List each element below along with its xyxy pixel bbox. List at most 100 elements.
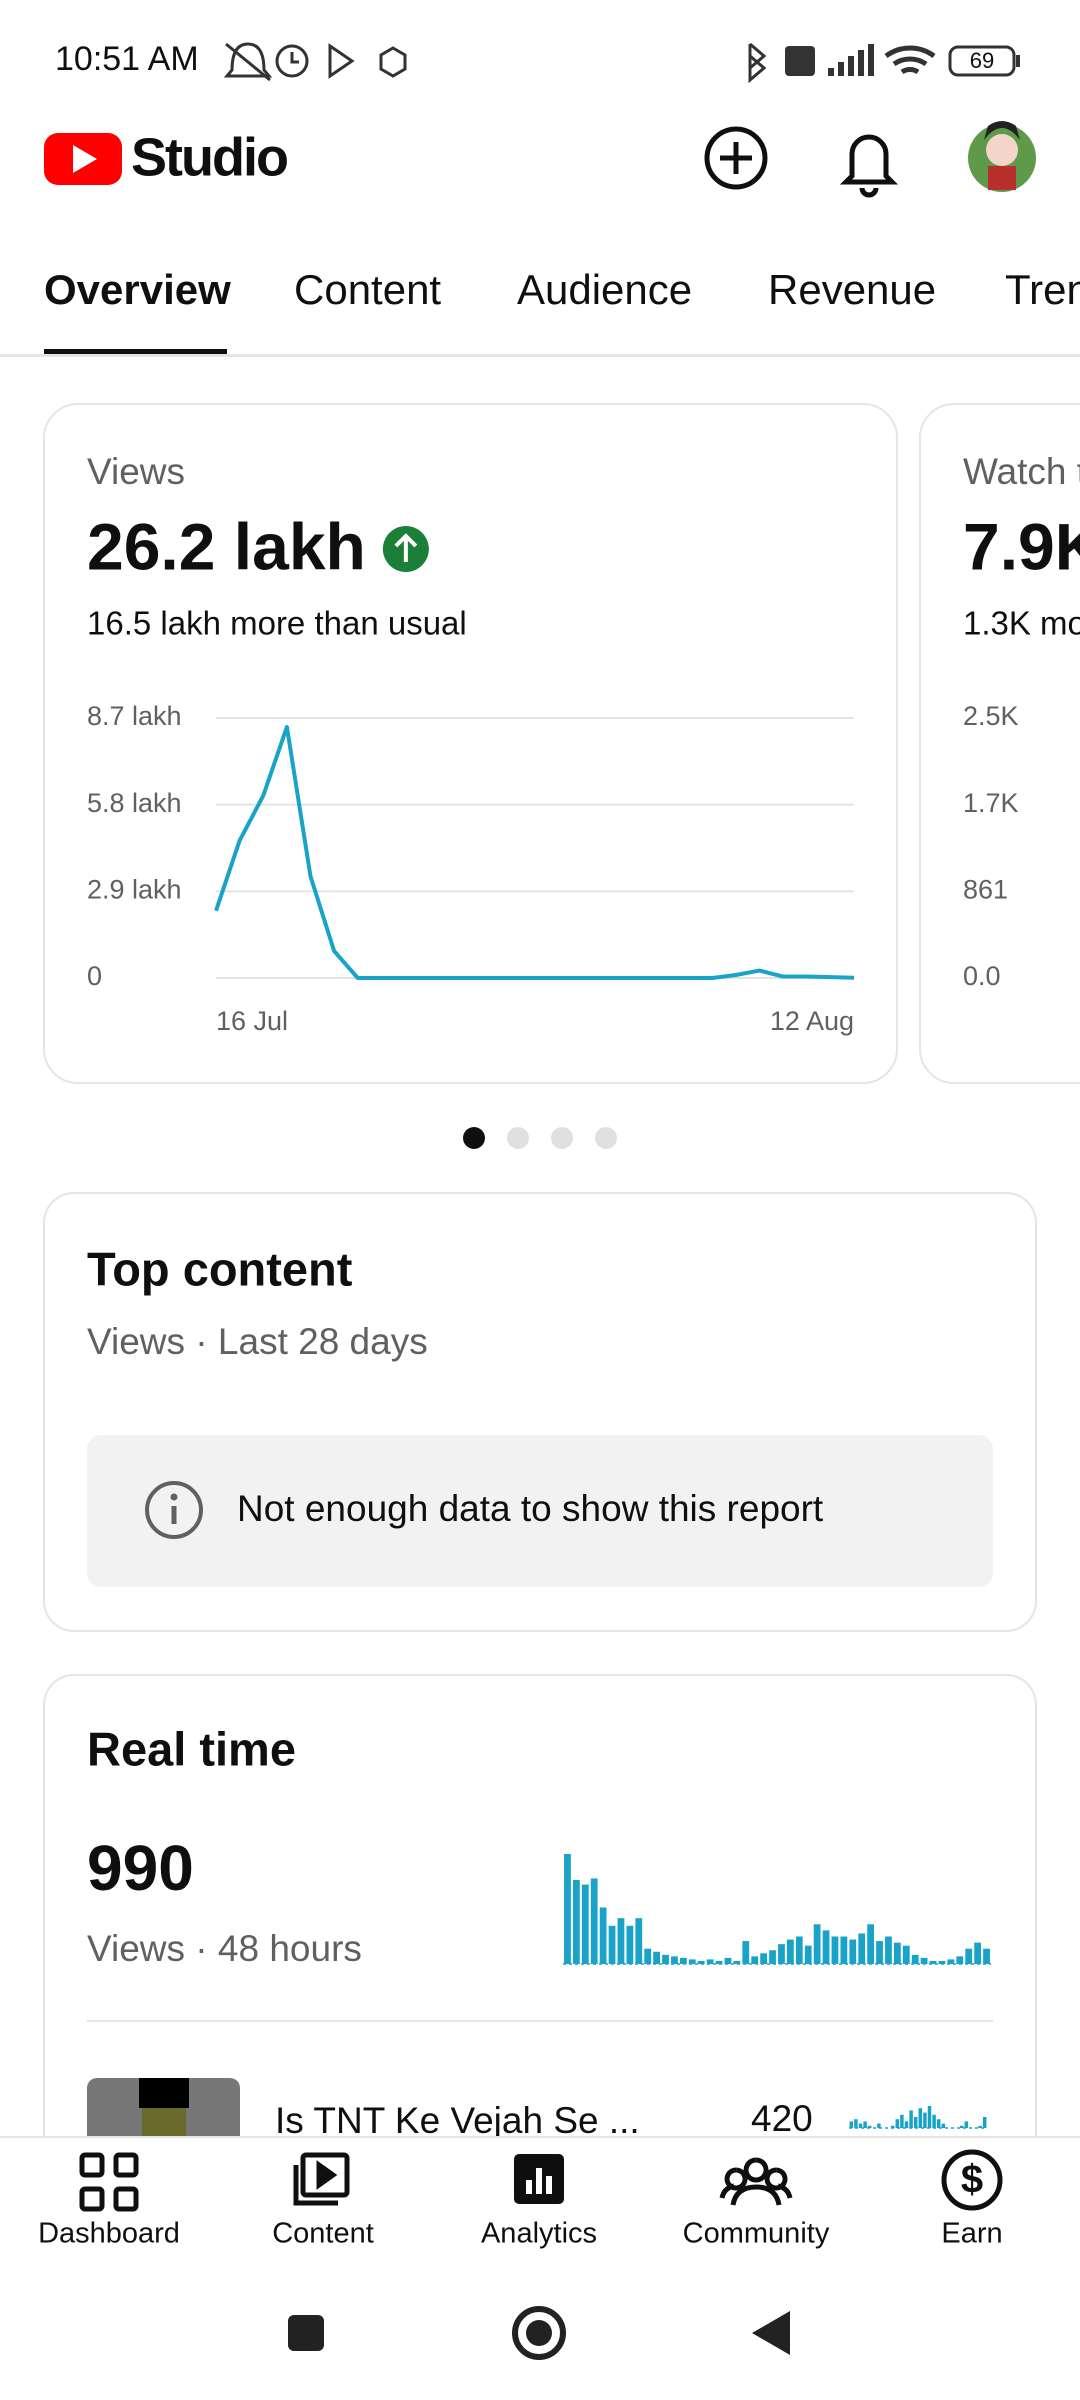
metric-card[interactable]: Views 26.2 lakh 16.5 lakh more than usual 0… — [43, 403, 898, 1084]
volte-icon — [785, 46, 815, 76]
y-tick-label: 2.5K — [963, 701, 1019, 731]
bar — [635, 1918, 643, 1964]
video-views: 420 — [751, 2098, 813, 2139]
battery-level: 69 — [970, 48, 994, 73]
metric-cards: Views 26.2 lakh 16.5 lakh more than usual 0… — [43, 403, 1080, 1084]
video-title[interactable]: Is TNT Ke Vejah Se ... — [275, 2100, 640, 2141]
logo-play — [73, 145, 97, 173]
y-tick-label: 861 — [963, 874, 1008, 904]
bar — [900, 2114, 904, 2128]
content-icon[interactable] — [293, 2152, 350, 2206]
bar — [769, 1950, 776, 1964]
bar — [877, 2123, 881, 2128]
bar — [795, 1936, 803, 1964]
bar — [804, 1945, 812, 1964]
bar — [895, 2119, 900, 2128]
bar — [913, 2117, 918, 2128]
notifications-button[interactable] — [839, 134, 899, 198]
bar — [974, 1942, 982, 1964]
create-plus[interactable] — [720, 142, 752, 174]
page-dots — [463, 1127, 617, 1149]
home-dot — [526, 2320, 552, 2346]
card-background — [43, 403, 898, 1084]
bar — [751, 1956, 759, 1964]
home-button[interactable] — [512, 2306, 566, 2360]
analytics-bars — [526, 2168, 552, 2194]
bar — [978, 2125, 982, 2128]
card-subtitle: Views · 48 hours — [87, 1928, 362, 1969]
bar — [608, 1925, 616, 1964]
wifi-icon — [884, 45, 936, 75]
bar — [840, 1936, 848, 1964]
bar — [867, 1924, 875, 1964]
tab-divider — [0, 354, 1080, 357]
bar — [724, 1957, 732, 1964]
bar — [653, 1951, 661, 1964]
metric-value: 7.9K — [963, 509, 1080, 583]
page-dot[interactable] — [551, 1127, 573, 1149]
bar — [760, 1953, 768, 1964]
bar — [893, 1942, 901, 1964]
thumbnail-redaction — [139, 2078, 189, 2108]
real-time-chart — [563, 1854, 991, 1965]
y-tick-label: 0.0 — [963, 961, 1001, 991]
bar — [617, 1918, 625, 1964]
back-button[interactable] — [752, 2311, 790, 2355]
bar — [909, 2110, 913, 2128]
bar — [688, 1959, 696, 1964]
bar — [742, 1941, 750, 1964]
tab[interactable]: Audience — [517, 266, 692, 313]
create-icon[interactable] — [704, 126, 768, 190]
bar — [885, 1936, 892, 1964]
real-time-value: 990 — [87, 1832, 194, 1904]
bar — [715, 1960, 723, 1964]
bar — [965, 1948, 973, 1964]
tab[interactable]: Trends — [1005, 266, 1080, 313]
tab-indicator — [44, 349, 227, 355]
earn-icon[interactable] — [941, 2149, 1003, 2211]
bar — [923, 2112, 927, 2128]
page-dot[interactable] — [595, 1127, 617, 1149]
nav-label[interactable]: Analytics — [481, 2218, 597, 2250]
tab[interactable]: Revenue — [768, 266, 936, 313]
bar — [572, 1879, 580, 1964]
bar — [854, 2119, 858, 2128]
bar — [911, 1954, 919, 1964]
bar — [982, 2117, 987, 2128]
bar — [956, 1956, 964, 1964]
tab[interactable]: Content — [294, 266, 441, 313]
nav-label[interactable]: Content — [272, 2218, 374, 2250]
bar — [822, 1930, 830, 1964]
bar — [858, 2123, 863, 2128]
bar — [938, 1960, 946, 1964]
battery-icon — [948, 45, 1016, 77]
bar — [941, 2123, 946, 2128]
y-tick-label: 1.7K — [963, 788, 1019, 818]
page-dot[interactable] — [507, 1127, 529, 1149]
metric-label: Watch time (hours) — [963, 451, 1080, 492]
metric-comparison: 1.3K more than usual — [963, 605, 1080, 642]
divider — [87, 2020, 993, 2022]
tab[interactable]: Overview — [44, 266, 231, 313]
dashboard-icon[interactable] — [79, 2152, 139, 2212]
recents-button[interactable] — [288, 2315, 324, 2351]
nav-label[interactable]: Dashboard — [38, 2218, 180, 2250]
community-icon[interactable] — [719, 2157, 793, 2206]
page-dot[interactable] — [463, 1127, 485, 1149]
avatar-body — [988, 166, 1016, 190]
bar — [831, 1936, 839, 1964]
nav-label[interactable]: Community — [683, 2218, 830, 2250]
bar — [590, 1878, 598, 1964]
line-series — [214, 724, 855, 980]
card-title: Real time — [87, 1722, 296, 1775]
metric-value: 26.2 lakh — [87, 509, 366, 583]
bar — [644, 1948, 652, 1964]
bar — [813, 1924, 821, 1964]
metric-label: Views — [87, 451, 185, 492]
metric-card[interactable]: Watch time (hours) 7.9K 1.3K more than usu… — [919, 403, 1080, 1084]
nav-label[interactable]: Earn — [941, 2218, 1002, 2250]
bar — [697, 1960, 705, 1964]
create-button[interactable] — [704, 126, 768, 190]
